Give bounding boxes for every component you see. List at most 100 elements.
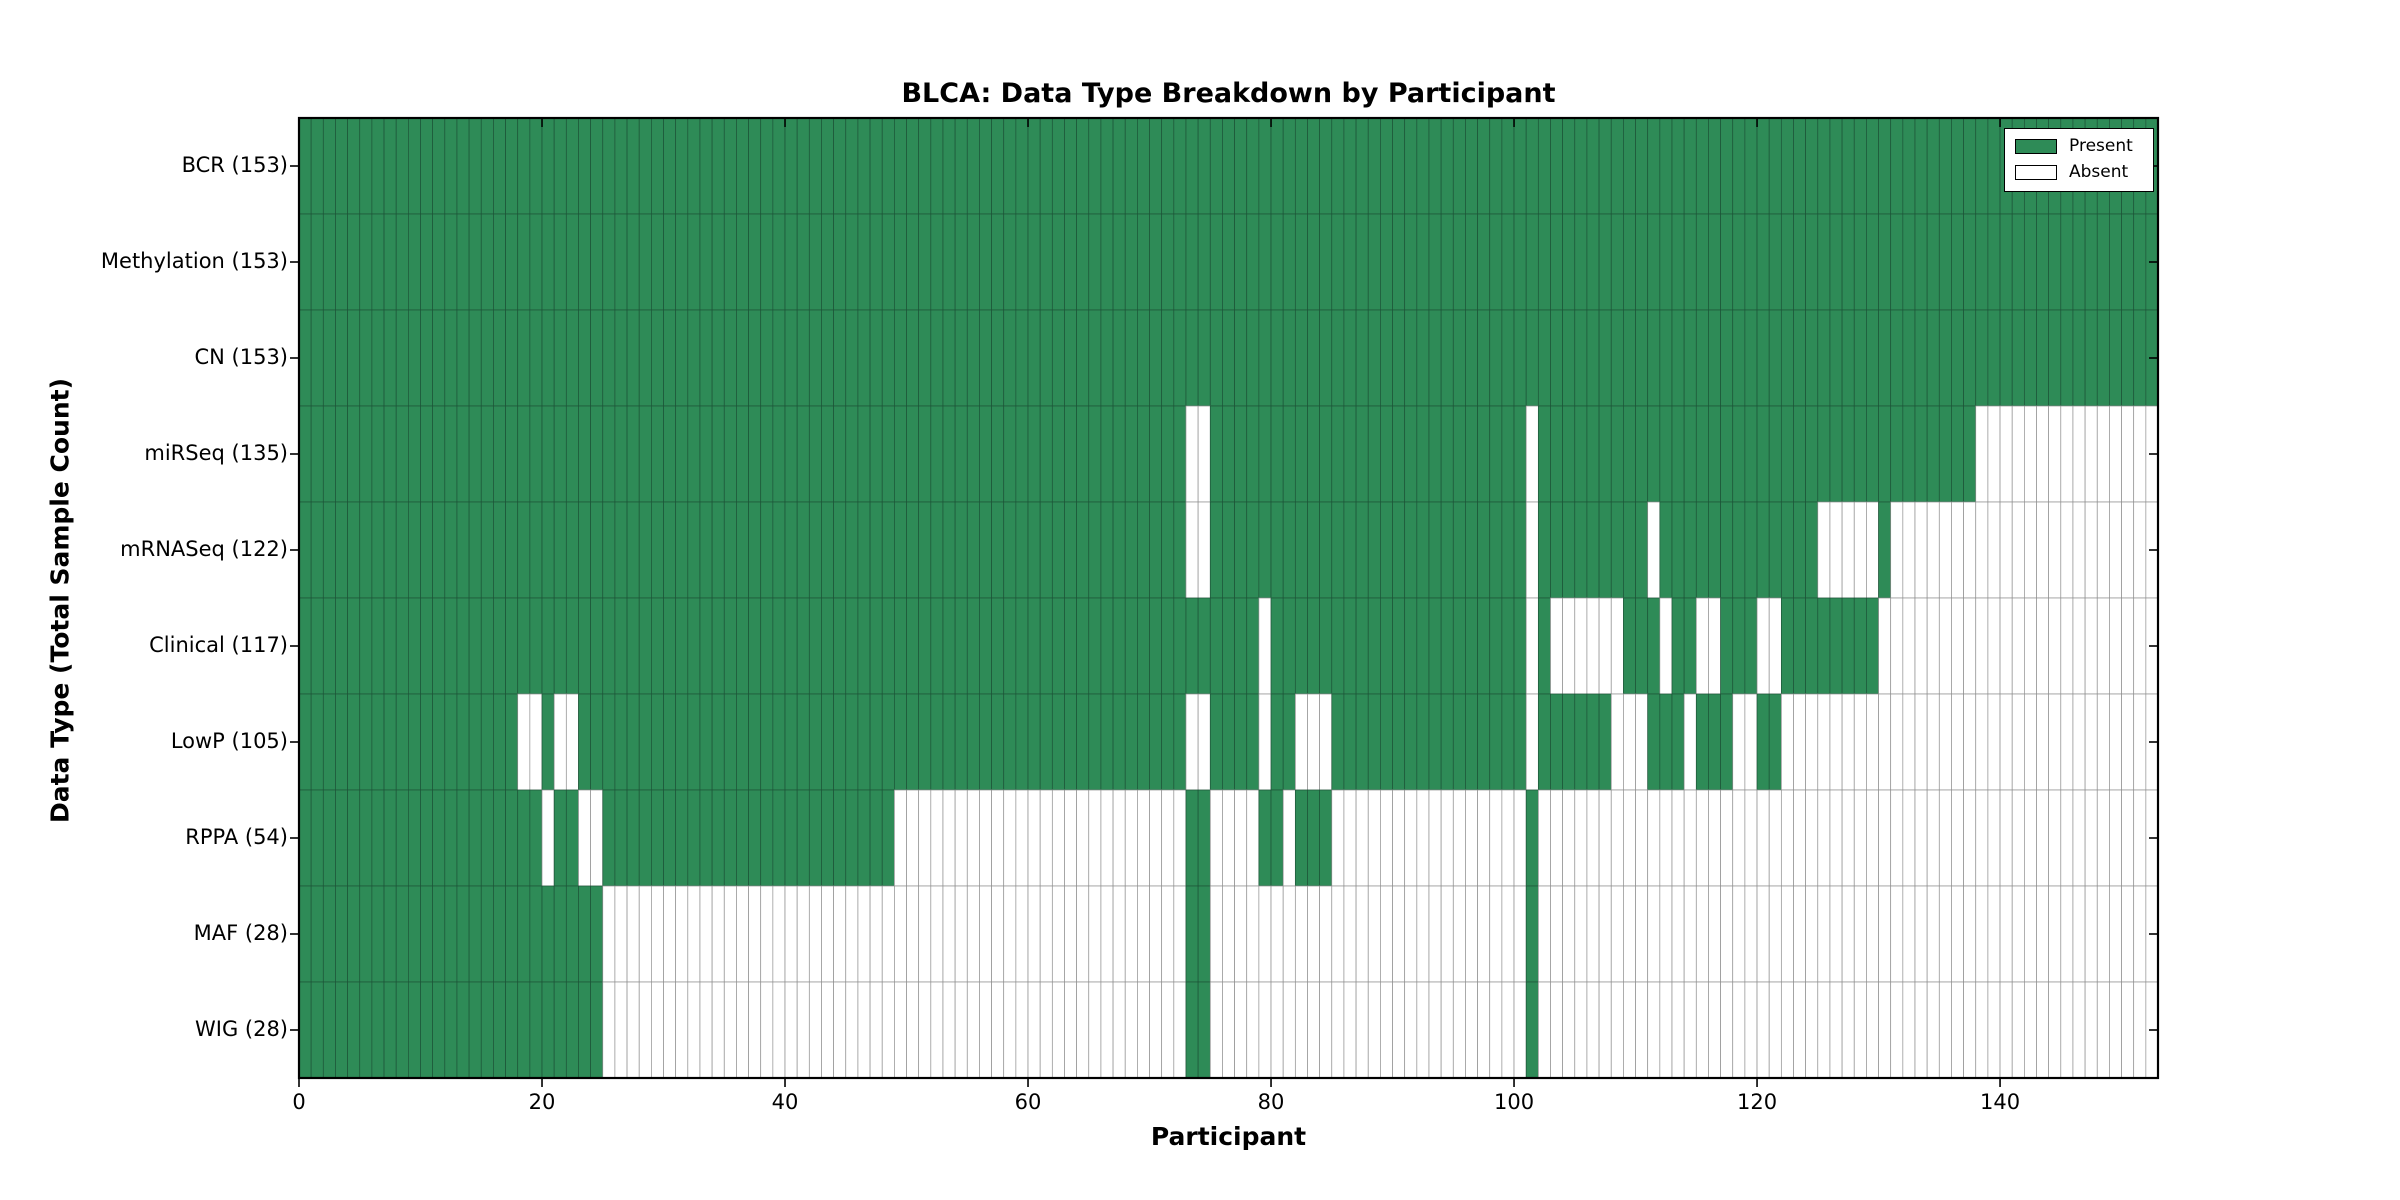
- heatmap-cell: [371, 117, 385, 215]
- heatmap-cell: [444, 405, 458, 503]
- heatmap-cell: [1355, 213, 1369, 311]
- heatmap-cell: [1878, 501, 1892, 599]
- heatmap-cell: [1282, 981, 1296, 1079]
- heatmap-cell: [760, 405, 774, 503]
- heatmap-cell: [1452, 789, 1466, 887]
- heatmap-cell: [359, 405, 373, 503]
- heatmap-cell: [1513, 693, 1527, 791]
- heatmap-cell: [1914, 789, 1928, 887]
- heatmap-cell: [1367, 405, 1381, 503]
- y-tick-label-miRSeq: miRSeq (135): [144, 441, 288, 465]
- heatmap-cell: [1258, 405, 1272, 503]
- heatmap-cell: [505, 981, 519, 1079]
- heatmap-cell: [1914, 981, 1928, 1079]
- heatmap-cell: [468, 885, 482, 983]
- heatmap-cell: [638, 789, 652, 887]
- heatmap-cell: [1525, 117, 1539, 215]
- heatmap-cell: [1817, 981, 1831, 1079]
- heatmap-cell: [1987, 693, 2001, 791]
- heatmap-cell: [1708, 309, 1721, 407]
- heatmap-cell: [1452, 885, 1466, 983]
- heatmap-cell: [1598, 117, 1612, 215]
- heatmap-cell: [541, 501, 555, 599]
- heatmap-cell: [335, 693, 348, 791]
- heatmap-cell: [1380, 405, 1393, 503]
- heatmap-cell: [1367, 309, 1381, 407]
- heatmap-cell: [784, 213, 798, 311]
- heatmap-cell: [383, 117, 397, 215]
- heatmap-cell: [772, 789, 786, 887]
- heatmap-cell: [966, 213, 980, 311]
- heatmap-cell: [1768, 309, 1782, 407]
- heatmap-cell: [1100, 405, 1114, 503]
- heatmap-cell: [1489, 597, 1503, 695]
- heatmap-cell: [590, 885, 604, 983]
- heatmap-cell: [2109, 693, 2122, 791]
- heatmap-cell: [517, 405, 531, 503]
- heatmap-cell: [1039, 789, 1053, 887]
- heatmap-cell: [663, 117, 677, 215]
- heatmap-cell: [517, 213, 531, 311]
- heatmap-cell: [1222, 789, 1235, 887]
- heatmap-cell: [760, 693, 774, 791]
- heatmap-cell: [651, 597, 664, 695]
- heatmap-cell: [1076, 213, 1090, 311]
- heatmap-cell: [1610, 597, 1624, 695]
- heatmap-cell: [1963, 693, 1977, 791]
- heatmap-cell: [1805, 213, 1819, 311]
- heatmap-cell: [1829, 885, 1843, 983]
- heatmap-cell: [1890, 693, 1904, 791]
- heatmap-cell: [408, 885, 421, 983]
- heatmap-cell: [1465, 789, 1478, 887]
- heatmap-cell: [480, 501, 494, 599]
- heatmap-cell: [1768, 981, 1782, 1079]
- heatmap-cell: [638, 597, 652, 695]
- heatmap-cell: [1610, 309, 1624, 407]
- heatmap-cell: [1416, 405, 1430, 503]
- heatmap-cell: [711, 405, 725, 503]
- heatmap-cell: [675, 981, 689, 1079]
- heatmap-cell: [979, 405, 992, 503]
- heatmap-cell: [1440, 789, 1454, 887]
- heatmap-cell: [1866, 405, 1879, 503]
- heatmap-cell: [1574, 981, 1588, 1079]
- heatmap-cell: [1051, 885, 1065, 983]
- heatmap-cell: [578, 789, 591, 887]
- heatmap-cell: [2133, 213, 2147, 311]
- heatmap-cell: [1744, 597, 1758, 695]
- heatmap-cell: [1392, 789, 1406, 887]
- heatmap-cell: [784, 597, 798, 695]
- heatmap-cell: [1161, 309, 1175, 407]
- heatmap-cell: [1343, 213, 1357, 311]
- heatmap-cell: [1319, 309, 1333, 407]
- heatmap-cell: [1331, 501, 1345, 599]
- heatmap-cell: [1780, 405, 1794, 503]
- heatmap-cell: [420, 789, 433, 887]
- heatmap-cell: [1355, 597, 1369, 695]
- heatmap-cell: [480, 309, 494, 407]
- heatmap-cell: [894, 597, 907, 695]
- heatmap-cell: [1841, 405, 1855, 503]
- heatmap-cell: [1659, 789, 1673, 887]
- heatmap-cell: [1829, 597, 1843, 695]
- heatmap-cell: [1756, 789, 1770, 887]
- heatmap-cell: [2011, 981, 2025, 1079]
- heatmap-cell: [1635, 405, 1649, 503]
- heatmap-cell: [1197, 501, 1211, 599]
- heatmap-cell: [1477, 309, 1491, 407]
- heatmap-cell: [1550, 501, 1563, 599]
- heatmap-cell: [894, 981, 907, 1079]
- heatmap-cell: [1708, 501, 1721, 599]
- heatmap-cell: [772, 885, 786, 983]
- heatmap-cell: [553, 981, 567, 1079]
- heatmap-cell: [1951, 885, 1964, 983]
- heatmap-cell: [1574, 309, 1588, 407]
- heatmap-cell: [1416, 309, 1430, 407]
- heatmap-cell: [1963, 213, 1977, 311]
- heatmap-cell: [2096, 981, 2110, 1079]
- heatmap-cell: [991, 789, 1005, 887]
- heatmap-cell: [991, 501, 1005, 599]
- heatmap-cell: [1841, 213, 1855, 311]
- heatmap-cell: [1331, 117, 1345, 215]
- heatmap-cell: [480, 693, 494, 791]
